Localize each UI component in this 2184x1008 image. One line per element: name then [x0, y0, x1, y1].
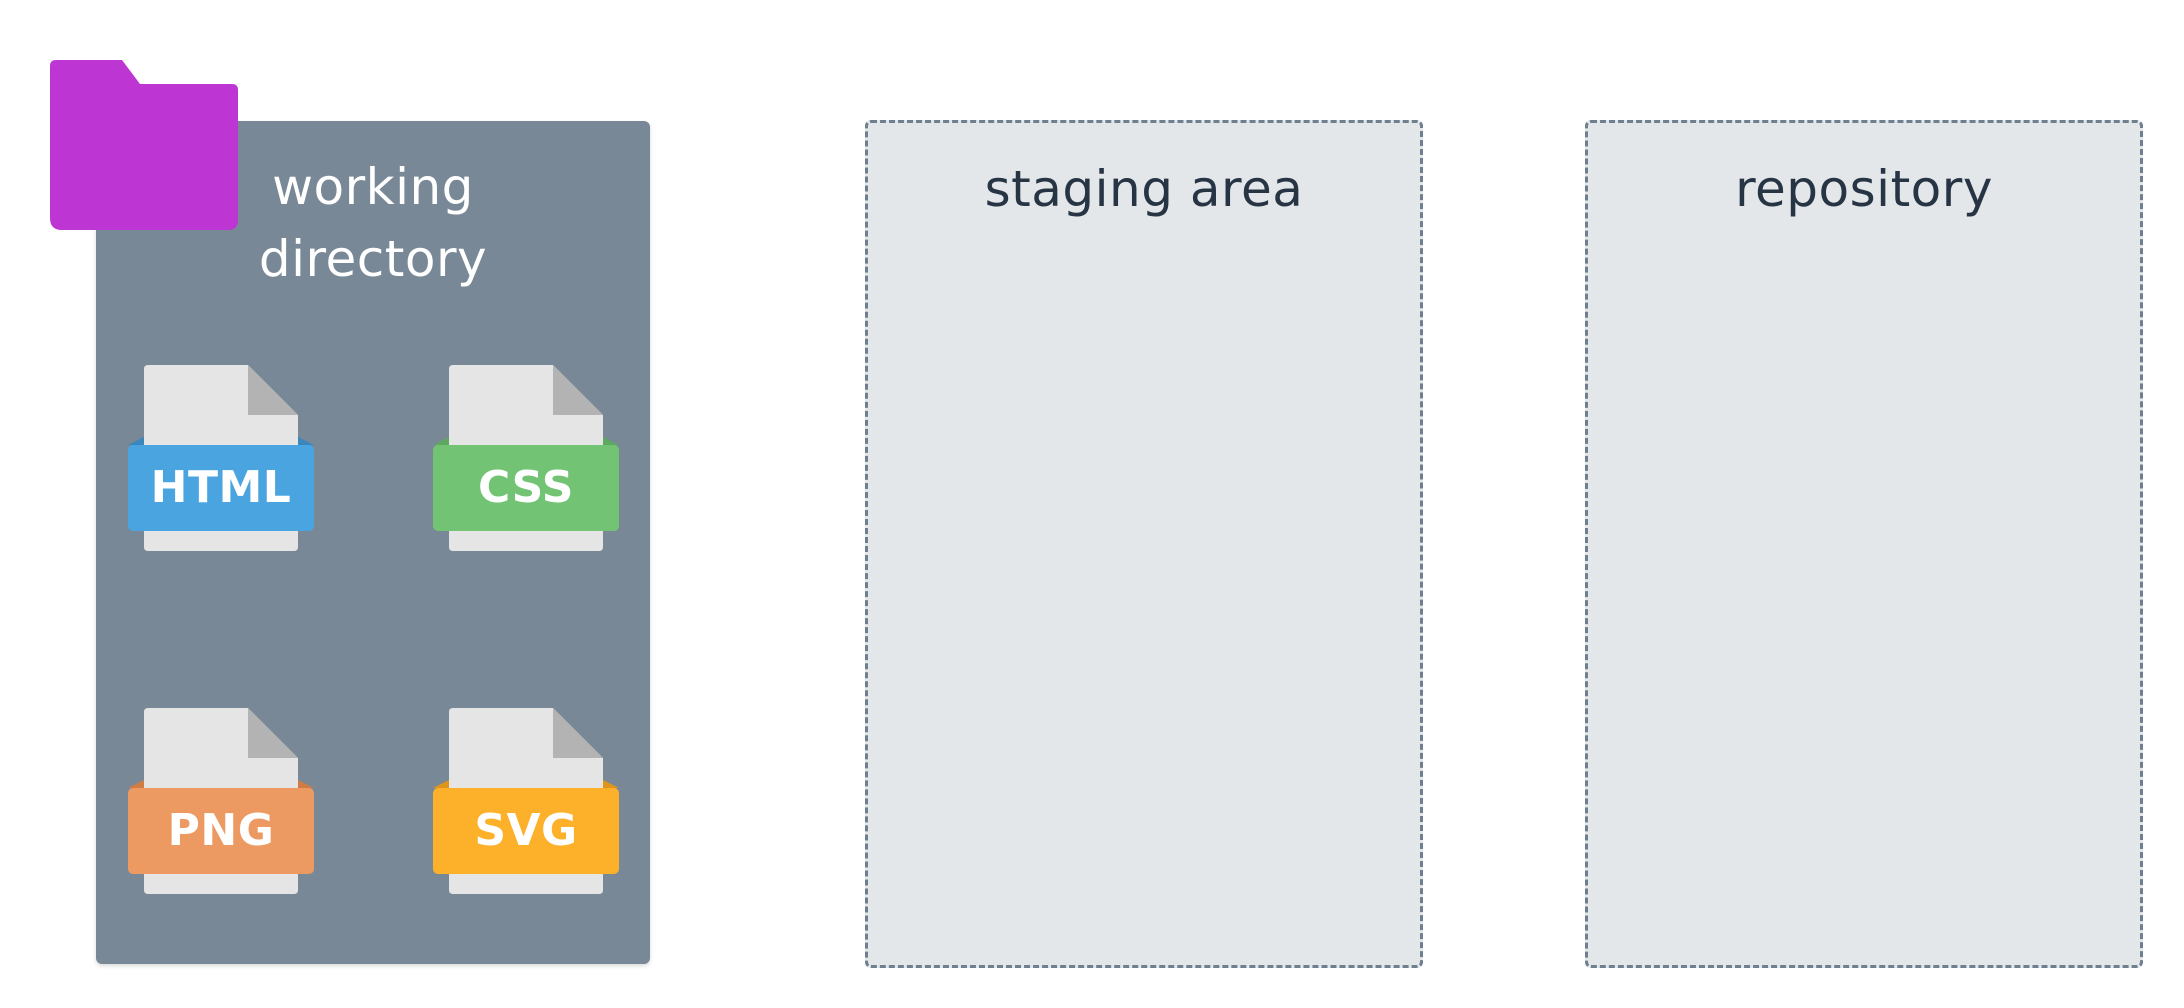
- file-shape: [128, 708, 314, 894]
- png-file-label: PNG: [167, 805, 275, 856]
- staging-area-panel: staging area: [865, 120, 1423, 968]
- png-file-icon[interactable]: PNG: [128, 708, 314, 894]
- repository-label: repository: [1735, 160, 1993, 218]
- working-directory-label: working directory: [258, 158, 488, 288]
- repository-panel: repository: [1585, 120, 2143, 968]
- folder-icon: [50, 60, 238, 230]
- html-file-icon[interactable]: HTML: [128, 365, 314, 551]
- staging-area-label: staging area: [984, 160, 1304, 218]
- svg-file-icon[interactable]: SVG: [433, 708, 619, 894]
- working-directory-panel: working directory HTML CSS P: [96, 121, 650, 964]
- file-shape: [433, 365, 619, 551]
- file-shape: [433, 708, 619, 894]
- folder-shape: [50, 60, 238, 230]
- file-shape: [128, 365, 314, 551]
- css-file-label: CSS: [477, 462, 574, 513]
- css-file-icon[interactable]: CSS: [433, 365, 619, 551]
- svg-file-label: SVG: [474, 805, 578, 856]
- html-file-label: HTML: [150, 462, 292, 513]
